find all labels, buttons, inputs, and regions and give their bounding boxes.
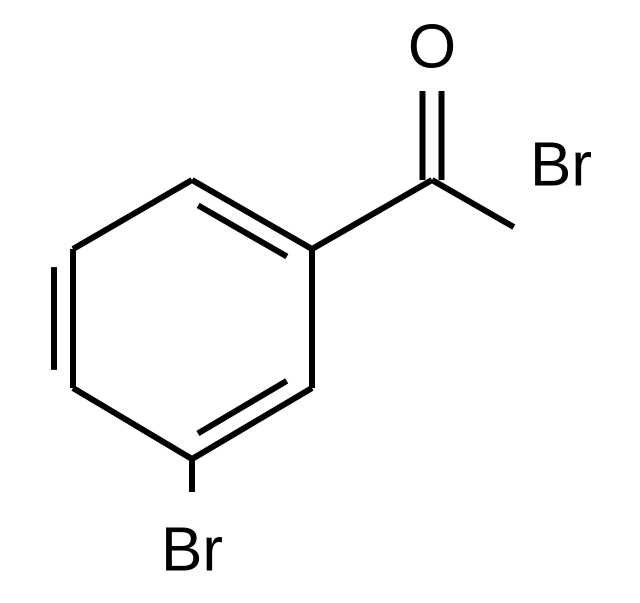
atom-label-br: Br (530, 131, 592, 200)
bond (73, 180, 192, 249)
bond (198, 205, 287, 256)
bond (312, 180, 432, 249)
bond (73, 388, 192, 459)
bond (198, 381, 287, 434)
atom-label-br: Br (161, 516, 223, 585)
molecule-diagram: O Br Br (0, 0, 640, 603)
bond (432, 180, 514, 227)
atom-label-o: O (408, 13, 456, 82)
